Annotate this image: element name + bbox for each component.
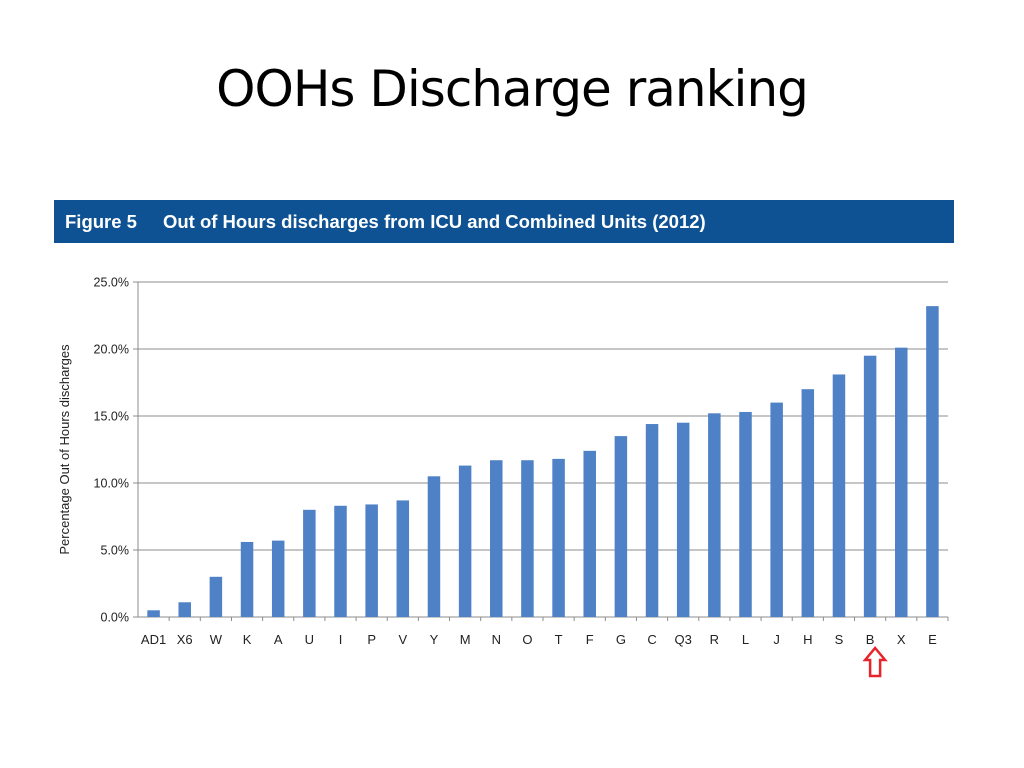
bar: [552, 458, 565, 617]
x-tick-label: O: [522, 632, 532, 647]
bar: [708, 413, 721, 617]
x-tick-label: X6: [177, 632, 193, 647]
y-tick-label: 15.0%: [94, 410, 129, 424]
x-tick-label: E: [928, 632, 937, 647]
x-tick-label: R: [710, 632, 719, 647]
bar: [926, 306, 939, 617]
x-tick-label: G: [616, 632, 626, 647]
bar: [645, 424, 659, 617]
y-tick-label: 5.0%: [101, 544, 130, 558]
bar: [271, 540, 285, 617]
y-tick-label: 10.0%: [94, 477, 129, 491]
x-tick-label: N: [492, 632, 501, 647]
bar: [490, 460, 503, 617]
bar: [178, 602, 191, 617]
bar: [147, 610, 160, 617]
bar: [365, 504, 378, 617]
x-tick-label: I: [339, 632, 343, 647]
slide-title: OOHs Discharge ranking: [216, 60, 809, 118]
x-tick-label: B: [866, 632, 875, 647]
x-tick-label: L: [742, 632, 749, 647]
x-tick-label: V: [398, 632, 407, 647]
bar: [739, 411, 752, 617]
bar: [240, 541, 254, 617]
figure-banner: Figure 5 Out of Hours discharges from IC…: [54, 200, 954, 243]
x-tick-label: C: [647, 632, 656, 647]
bar: [895, 347, 908, 617]
x-tick-label: W: [210, 632, 223, 647]
x-tick-label: A: [274, 632, 283, 647]
bar: [863, 355, 877, 617]
bar: [396, 500, 410, 617]
bar: [676, 422, 690, 617]
x-tick-label: M: [460, 632, 471, 647]
bar: [209, 576, 223, 617]
bar: [770, 402, 783, 617]
bar: [458, 465, 472, 617]
bar: [583, 450, 596, 617]
x-tick-label: Y: [430, 632, 439, 647]
y-axis-label: Percentage Out of Hours discharges: [57, 344, 72, 555]
bar: [334, 505, 347, 617]
x-tick-label: P: [367, 632, 376, 647]
x-tick-label: H: [803, 632, 812, 647]
bar: [427, 476, 441, 617]
x-tick-label: K: [243, 632, 252, 647]
y-tick-label: 0.0%: [101, 611, 130, 625]
figure-caption: Out of Hours discharges from ICU and Com…: [162, 210, 706, 232]
x-tick-label: J: [773, 632, 780, 647]
x-tick-label: AD1: [141, 632, 166, 647]
x-tick-label: S: [835, 632, 844, 647]
x-tick-label: U: [305, 632, 314, 647]
bar: [521, 460, 534, 617]
bar: [832, 374, 846, 617]
bar: [801, 389, 815, 617]
bar: [303, 509, 316, 617]
y-tick-label: 20.0%: [94, 343, 129, 357]
y-tick-label: 25.0%: [94, 276, 129, 290]
highlight-arrow-icon: [862, 646, 888, 678]
figure-number: Figure 5: [65, 210, 137, 232]
bar: [614, 436, 628, 617]
x-tick-label: T: [555, 632, 563, 647]
x-tick-label: F: [586, 632, 594, 647]
x-tick-label: X: [897, 632, 906, 647]
x-tick-label: Q3: [675, 632, 692, 647]
